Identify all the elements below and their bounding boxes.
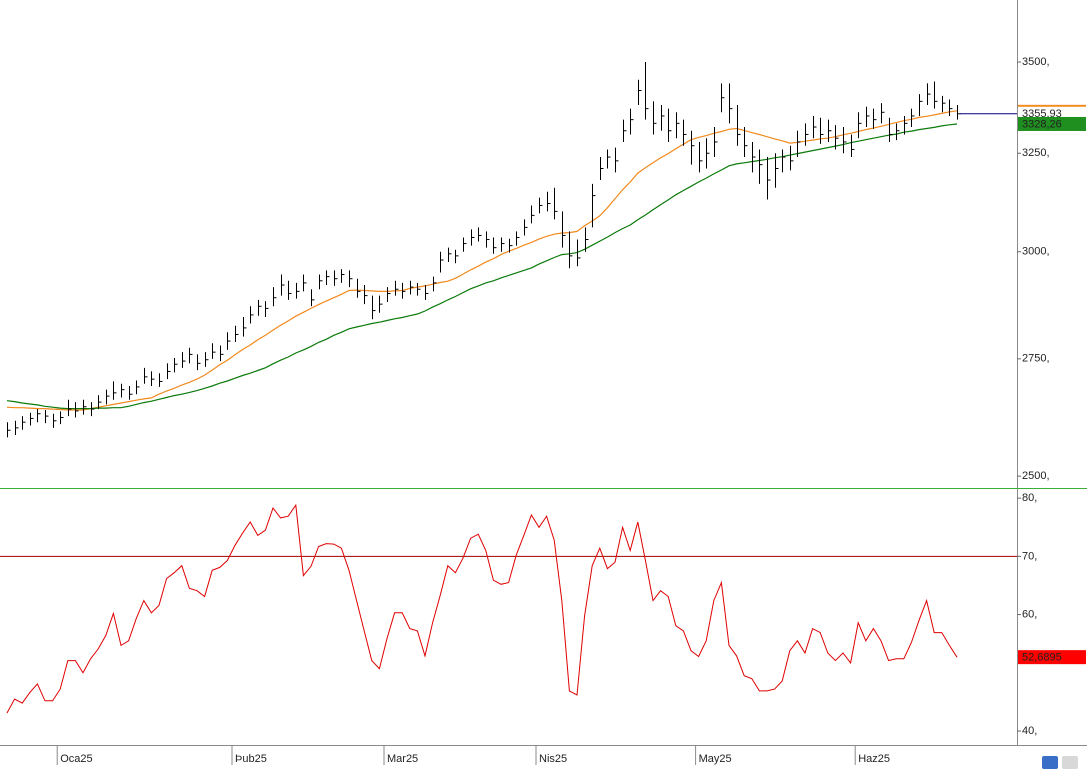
value-label-box <box>1018 116 1086 131</box>
x-tick-label: Haz25 <box>858 753 890 765</box>
y-tick-label: 3000, <box>1022 246 1050 258</box>
moving-average <box>6 123 958 410</box>
x-tick-label: Nis25 <box>539 753 567 765</box>
tool-icon[interactable] <box>1062 756 1078 769</box>
x-tick-label: Mar25 <box>387 753 418 765</box>
y-tick-label: 3250, <box>1022 147 1050 159</box>
y-tick-label: 70, <box>1022 550 1037 562</box>
value-label: 3328,26 <box>1022 118 1062 130</box>
x-tick-label: Þub25 <box>235 753 267 765</box>
value-label: 52,6895 <box>1022 652 1062 664</box>
y-tick-label: 60, <box>1022 608 1037 620</box>
y-tick-label: 40, <box>1022 725 1037 737</box>
rsi-line <box>6 503 958 714</box>
value-label-box <box>1018 650 1086 665</box>
y-tick-label: 2750, <box>1022 353 1050 365</box>
y-tick-label: 3500, <box>1022 56 1050 68</box>
x-tick-label: May25 <box>699 753 732 765</box>
y-tick-label: 80, <box>1022 492 1037 504</box>
y-tick-label: 2500, <box>1022 470 1050 482</box>
tool-icon[interactable] <box>1042 756 1058 769</box>
x-tick-label: Oca25 <box>60 753 92 765</box>
